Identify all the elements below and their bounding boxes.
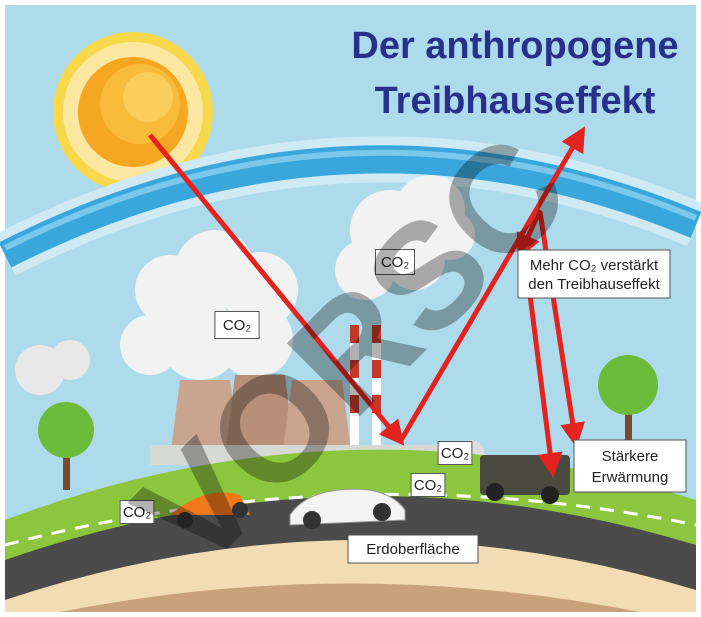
title-line: Treibhauseffekt	[375, 80, 656, 122]
callout-text: Erdoberfläche	[366, 541, 459, 558]
callout-text: den Treibhauseffekt	[528, 276, 660, 293]
co2-label: CO₂	[441, 445, 470, 462]
callout-text: Stärkere	[602, 448, 659, 465]
title-line: Der anthropogene	[351, 25, 678, 67]
callout-text: Erwärmung	[592, 469, 669, 486]
illustration: Der anthropogene Treibhauseffekt Mehr CO…	[0, 0, 701, 617]
co2-label: CO₂	[414, 477, 443, 494]
co2-label: CO₂	[223, 317, 252, 334]
